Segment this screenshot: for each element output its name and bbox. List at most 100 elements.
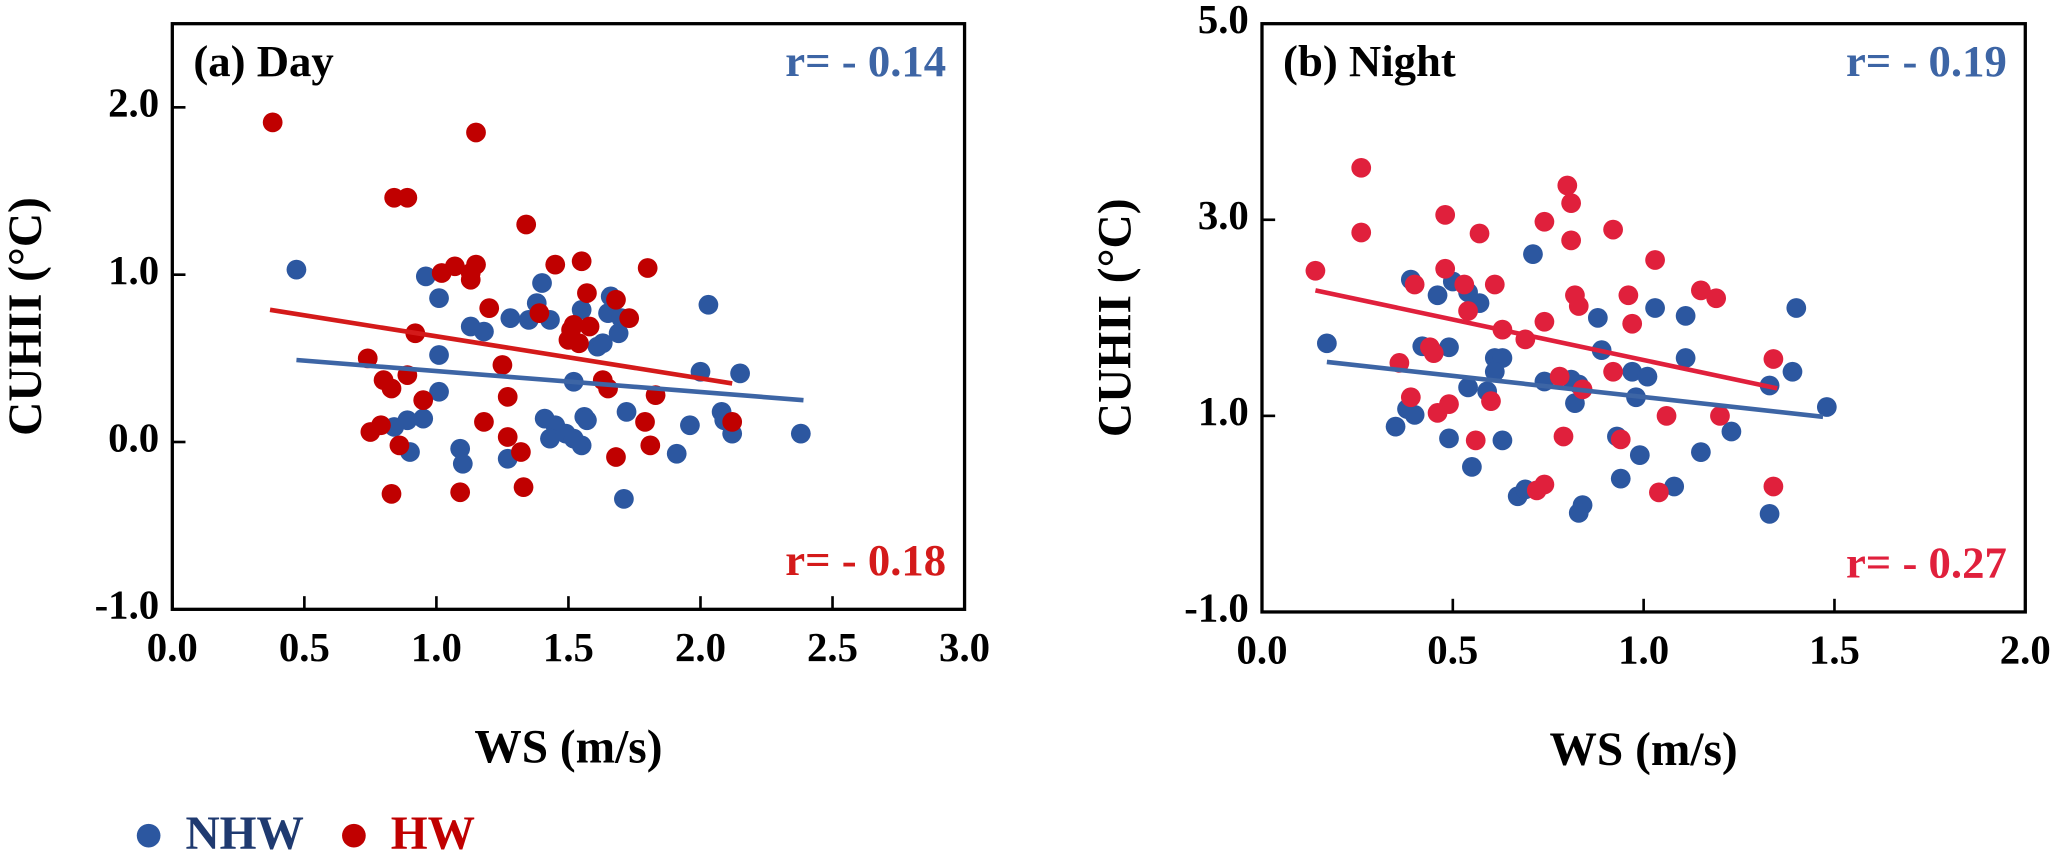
x-tick-label: 1.5 xyxy=(543,625,594,670)
y-axis-label: CUHII (°C) xyxy=(0,197,52,436)
correlation-label: r= - 0.27 xyxy=(1846,537,2007,587)
data-point xyxy=(381,483,402,504)
data-point xyxy=(1675,348,1696,368)
data-point xyxy=(497,427,518,447)
x-tick-label: 2.0 xyxy=(675,625,726,670)
data-point xyxy=(1645,250,1665,270)
data-point xyxy=(1664,476,1685,497)
y-tick-label: 5.0 xyxy=(1198,0,1249,42)
data-point xyxy=(532,273,552,293)
data-point xyxy=(1404,274,1425,295)
data-point xyxy=(1423,343,1444,363)
data-point xyxy=(1561,193,1581,213)
x-tick-label: 1.0 xyxy=(411,625,462,670)
y-axis-label: CUHII (°C) xyxy=(1090,199,1142,438)
data-point xyxy=(466,122,486,143)
data-point xyxy=(1786,298,1807,318)
data-point xyxy=(371,415,391,436)
panel-title: (a) Day xyxy=(193,36,333,86)
data-point xyxy=(381,378,402,399)
y-tick-label: -1.0 xyxy=(1184,585,1249,630)
data-point xyxy=(1549,366,1570,387)
y-tick-label: 1.0 xyxy=(1198,389,1249,434)
trend-line xyxy=(269,307,733,386)
data-point xyxy=(571,299,592,320)
data-point xyxy=(1759,504,1780,524)
data-point xyxy=(571,251,592,272)
x-tick-label: 0.0 xyxy=(1236,627,1287,672)
data-point xyxy=(790,423,811,444)
data-point xyxy=(413,390,434,411)
data-point xyxy=(1691,280,1711,301)
data-point xyxy=(513,477,534,498)
data-point xyxy=(1534,311,1555,332)
data-point xyxy=(571,435,592,456)
data-point xyxy=(452,453,473,474)
legend-marker xyxy=(136,823,161,848)
data-point xyxy=(389,435,410,456)
x-tick-label: 0.5 xyxy=(1427,627,1478,672)
data-point xyxy=(479,298,500,319)
y-tick-label: 3.0 xyxy=(1198,193,1249,238)
data-point xyxy=(1439,394,1459,414)
data-point xyxy=(592,333,613,354)
data-point xyxy=(1603,219,1623,240)
data-point xyxy=(1526,480,1547,501)
x-tick-label: 1.5 xyxy=(1809,627,1860,672)
data-point xyxy=(1622,361,1643,382)
x-tick-label: 3.0 xyxy=(939,625,990,670)
data-point xyxy=(1435,205,1456,225)
plot-frame xyxy=(1260,22,2027,614)
data-point xyxy=(1523,244,1543,264)
x-tick-label: 2.0 xyxy=(2000,627,2051,672)
data-point xyxy=(1427,285,1448,306)
data-point xyxy=(460,263,481,283)
data-point xyxy=(450,438,471,459)
data-point xyxy=(1316,333,1337,354)
data-point xyxy=(1656,405,1677,426)
data-point xyxy=(1763,349,1784,369)
data-point xyxy=(1465,430,1486,451)
y-tick-label: 1.0 xyxy=(108,248,159,293)
data-point xyxy=(540,428,560,449)
data-point xyxy=(492,355,513,375)
data-point xyxy=(1454,274,1475,295)
data-point xyxy=(635,412,655,432)
y-tick-label: -1.0 xyxy=(95,583,160,628)
data-point xyxy=(1618,285,1639,306)
data-point xyxy=(1645,298,1665,318)
data-point xyxy=(1561,230,1581,251)
data-point xyxy=(516,214,537,235)
data-point xyxy=(1469,223,1490,244)
data-point xyxy=(1484,274,1505,295)
data-point xyxy=(666,443,687,464)
data-point xyxy=(722,412,743,432)
data-point xyxy=(429,381,449,402)
data-point xyxy=(1435,258,1456,279)
data-point xyxy=(1603,361,1623,382)
data-point xyxy=(563,315,584,335)
y-tick-label: 0.0 xyxy=(108,415,159,460)
data-point xyxy=(415,266,436,287)
x-axis-label: WS (m/s) xyxy=(1550,724,1738,776)
data-point xyxy=(640,435,661,456)
data-point xyxy=(1305,260,1326,281)
data-point xyxy=(1622,313,1643,334)
legend-marker xyxy=(342,823,366,848)
data-point xyxy=(577,283,597,303)
data-point xyxy=(1385,416,1406,437)
trend-line xyxy=(1314,288,1778,391)
data-point xyxy=(1439,428,1459,449)
data-point xyxy=(474,412,494,432)
plot-frame xyxy=(170,22,967,611)
data-point xyxy=(1458,377,1478,398)
data-point xyxy=(1710,405,1730,426)
legend-label: HW xyxy=(391,808,475,860)
x-tick-label: 2.5 xyxy=(807,625,858,670)
correlation-label: r= - 0.19 xyxy=(1846,36,2007,86)
data-point xyxy=(1351,157,1372,178)
data-point xyxy=(474,321,494,342)
data-point xyxy=(619,308,640,329)
data-point xyxy=(1439,337,1459,358)
